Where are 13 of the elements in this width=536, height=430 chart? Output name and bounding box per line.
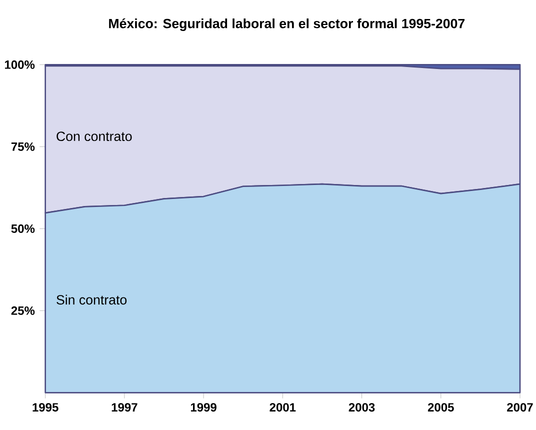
x-tick-label: 2001 [270,403,296,412]
chart-title: México: Seguridad laboral en el sector formal 1995-2007 [109,18,465,31]
y-tick-label: 25% [11,306,35,315]
x-tick-label: 1997 [112,403,138,412]
x-tick-label: 2005 [428,403,454,412]
y-tick-label: 50% [11,224,35,233]
x-tick-label: 1999 [190,403,216,412]
y-tick-label: 75% [11,142,35,151]
x-tick-label: 2007 [507,403,533,412]
y-tick-label: 100% [4,60,35,69]
x-tick-label: 2003 [348,403,375,412]
x-tick-label: 1995 [32,403,58,412]
series-label: Sin contrato [56,294,127,305]
